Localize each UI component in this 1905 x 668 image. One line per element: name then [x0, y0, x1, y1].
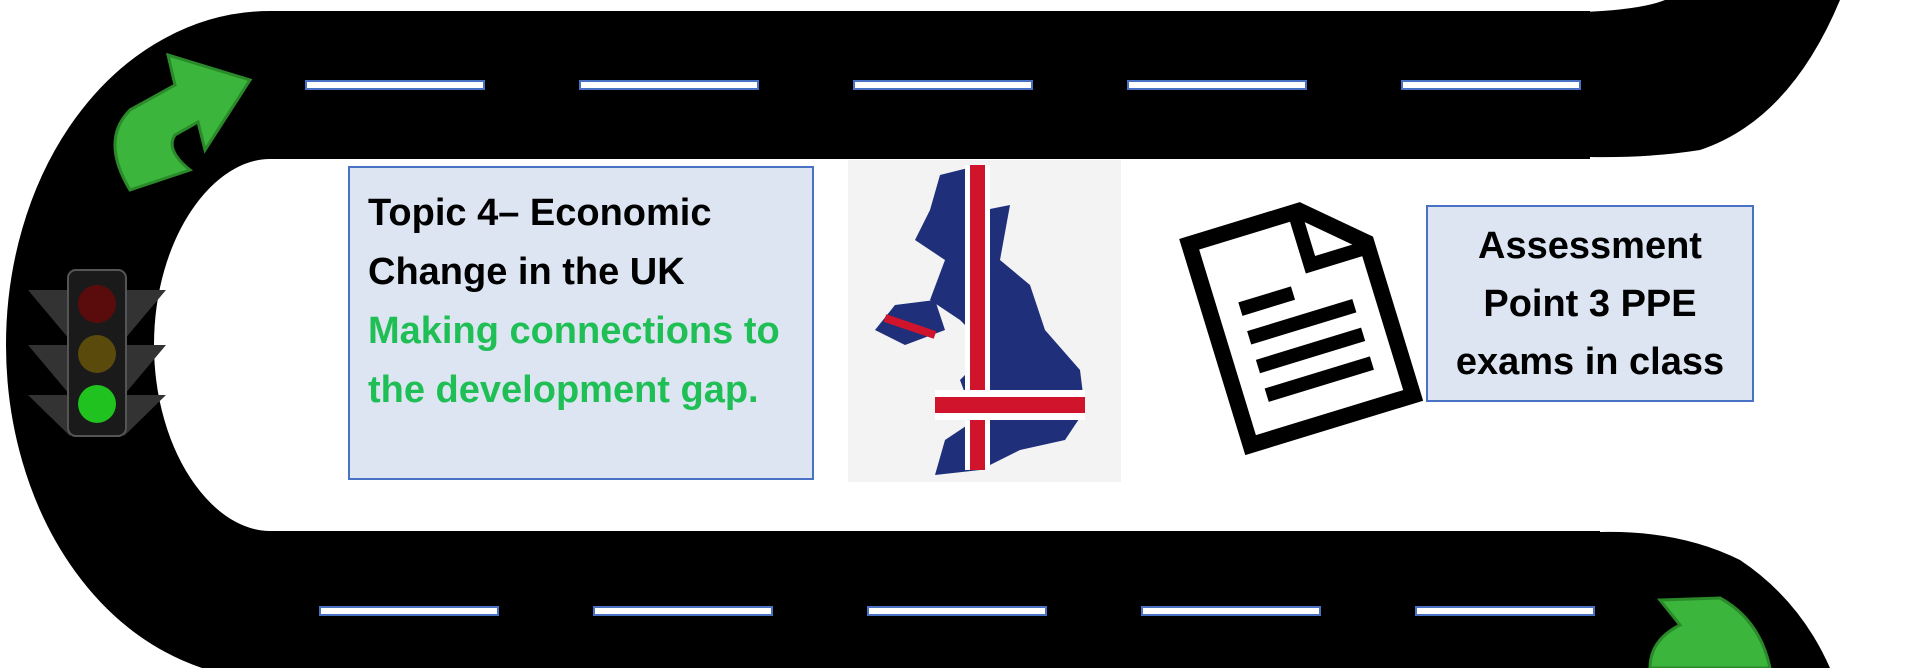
arrow-top	[113, 52, 253, 192]
assessment-box: Assessment Point 3 PPE exams in class	[1426, 205, 1754, 402]
assessment-text: Assessment Point 3 PPE exams in class	[1455, 224, 1725, 383]
topic-box: Topic 4– Economic Change in the UK Makin…	[348, 166, 814, 480]
arrow-bottom	[1648, 596, 1772, 668]
topic-subtitle: Making connections to the development ga…	[368, 310, 780, 411]
lane-dashes	[305, 80, 1595, 616]
traffic-light	[28, 269, 166, 437]
topic-title: Topic 4– Economic Change in the UK	[368, 192, 712, 293]
document-icon	[1179, 202, 1424, 456]
uk-map	[848, 160, 1121, 482]
